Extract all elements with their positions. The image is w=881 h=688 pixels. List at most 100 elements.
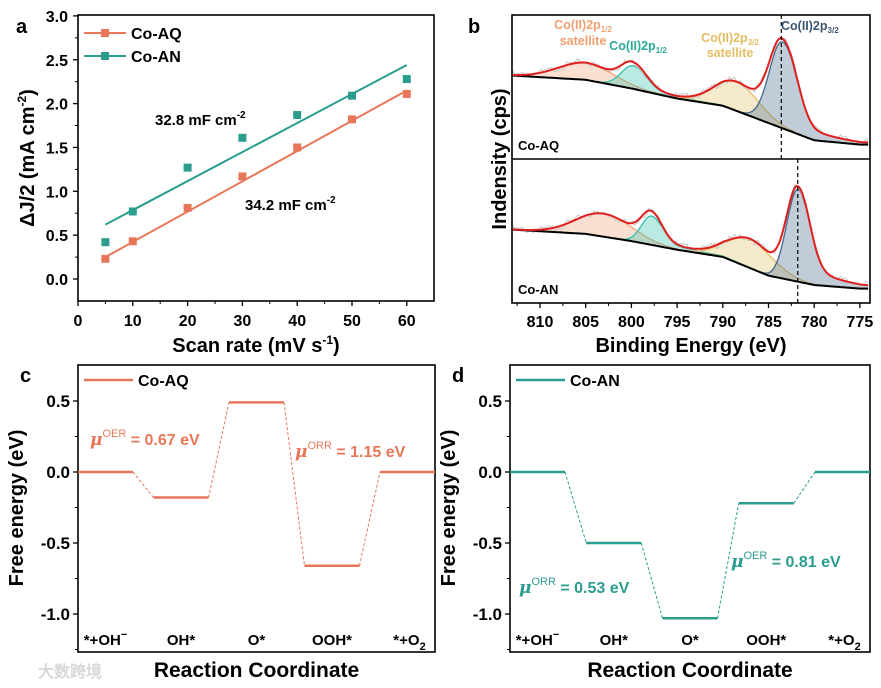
capacitance-annotation: 32.8 mF cm-2 <box>155 110 246 129</box>
tspan: OH* <box>167 632 196 649</box>
y-axis-label: Free energy (eV) <box>6 430 28 587</box>
raw-data-line <box>511 37 869 146</box>
spectrum-co-an: Co-AN <box>511 159 869 303</box>
y-tick-label: -1.0 <box>41 605 70 624</box>
component-fill <box>511 189 869 289</box>
tspan: 2 <box>855 641 861 653</box>
y-tick-label: 3.0 <box>46 9 68 26</box>
spectrum-co-aq: Co-AQ <box>511 15 869 159</box>
x-tick-label: 50 <box>343 313 361 330</box>
overpotential-annotation: μOER = 0.67 eV <box>90 428 200 450</box>
component-label: Co(II)2p3/2 <box>781 19 839 35</box>
tspan: *+O <box>828 632 855 649</box>
y-axis-label: Free energy (eV) <box>438 430 460 587</box>
step-label: OOH* <box>746 632 786 649</box>
tspan: 2 <box>420 641 426 653</box>
data-point <box>293 143 302 152</box>
tspan: ΔJ/2 (mA cm <box>17 107 39 227</box>
plot-frame <box>509 364 871 653</box>
x-tick-label: 0 <box>74 313 83 330</box>
tspan: *+OH <box>516 632 553 649</box>
y-tick-label: 2.0 <box>46 97 68 114</box>
legend-label: Co-AN <box>131 49 181 66</box>
tspan: O* <box>681 632 699 649</box>
panel-d: d 0.5 0.0 -0.5 -1.0 Free energy (eV) Reaction … <box>438 364 871 682</box>
tspan: μ <box>731 552 743 572</box>
tspan: Co(II)2p <box>554 18 601 32</box>
y-tick-label: 0.5 <box>46 392 70 411</box>
transition-line <box>132 471 154 498</box>
panel-a: a 0 10 20 30 40 50 60 0.0 0.5 1.0 1.5 2.0 2.5 3.0 Scan … <box>15 9 435 357</box>
x-tick-label: 795 <box>664 314 691 331</box>
tspan: 32.8 mF cm <box>155 112 237 129</box>
y-tick-label: 0.5 <box>46 228 68 245</box>
tspan: 3/2 <box>748 38 760 47</box>
data-point <box>128 237 137 246</box>
step-label: OOH* <box>312 632 352 649</box>
step-label: *+OH− <box>84 629 128 649</box>
data-point <box>348 91 356 100</box>
panel-c: c 0.5 0.0 -0.5 -1.0 Free energy (eV) Reaction … <box>6 364 436 682</box>
x-tick-label: 10 <box>124 313 142 330</box>
component-label-line2: satellite <box>707 46 754 60</box>
panel-label: d <box>452 365 464 387</box>
x-tick-label: 20 <box>179 313 197 330</box>
y-tick-label: -0.5 <box>41 534 70 553</box>
tspan: Scan rate (mV s <box>172 335 322 357</box>
tspan: OER <box>743 550 767 562</box>
tspan: -2 <box>327 195 336 206</box>
tspan: -1 <box>322 333 333 347</box>
y-tick-label: 0.0 <box>478 463 502 482</box>
x-tick-label: 800 <box>618 314 645 331</box>
x-tick-label: 40 <box>288 313 306 330</box>
tspan: O* <box>248 632 266 649</box>
tspan: OOH* <box>312 632 352 649</box>
panel-label: a <box>16 16 28 38</box>
y-tick-label: 1.0 <box>46 184 68 201</box>
y-tick-label: 0.0 <box>46 272 68 289</box>
step-label: O* <box>681 632 699 649</box>
tspan: OOH* <box>746 632 786 649</box>
tspan: = 0.53 eV <box>556 580 630 597</box>
tspan: μ <box>295 442 307 462</box>
tspan: ) <box>333 335 340 357</box>
tspan: ) <box>17 89 39 96</box>
fit-line <box>104 64 408 226</box>
x-axis-label: Scan rate (mV s-1) <box>172 333 339 357</box>
component-label: Co(II)2p1/2 <box>609 39 667 55</box>
envelope-fit-line <box>511 36 869 144</box>
data-point <box>101 254 110 263</box>
y-tick-label: 2.5 <box>46 53 68 70</box>
watermark: 大数跨境 <box>38 662 102 681</box>
x-axis-label: Reaction Coordinate <box>154 659 359 682</box>
tspan: − <box>553 629 559 641</box>
tspan: μ <box>519 578 531 598</box>
background-line <box>511 228 869 290</box>
component-label: Co(II)2p3/2 <box>701 31 759 47</box>
tspan: Co(II)2p <box>781 19 828 33</box>
tspan: OER <box>102 428 126 440</box>
tspan: Co(II)2p <box>701 31 748 45</box>
fit-line <box>104 89 408 258</box>
y-tick-label: -1.0 <box>473 605 502 624</box>
tspan: 3/2 <box>828 26 840 35</box>
step-label: *+O2 <box>828 632 860 653</box>
x-tick-label: 810 <box>527 314 554 331</box>
component-fill <box>511 213 869 289</box>
tspan: *+OH <box>84 632 121 649</box>
transition-line <box>283 402 305 566</box>
x-tick-label: 805 <box>572 314 599 331</box>
sample-label: Co-AQ <box>518 138 559 153</box>
plot-frame <box>77 364 436 653</box>
y-tick-label: 0.5 <box>478 392 502 411</box>
tspan: ORR <box>307 440 332 452</box>
tspan: = 0.67 eV <box>126 432 200 449</box>
data-point <box>101 238 110 247</box>
x-axis-label: Reaction Coordinate <box>587 659 792 682</box>
legend-label: Co-AN <box>570 373 620 390</box>
sample-label: Co-AN <box>518 282 558 297</box>
y-tick-label: 0.0 <box>46 463 70 482</box>
step-label: OH* <box>600 632 629 649</box>
x-tick-label: 790 <box>709 314 736 331</box>
